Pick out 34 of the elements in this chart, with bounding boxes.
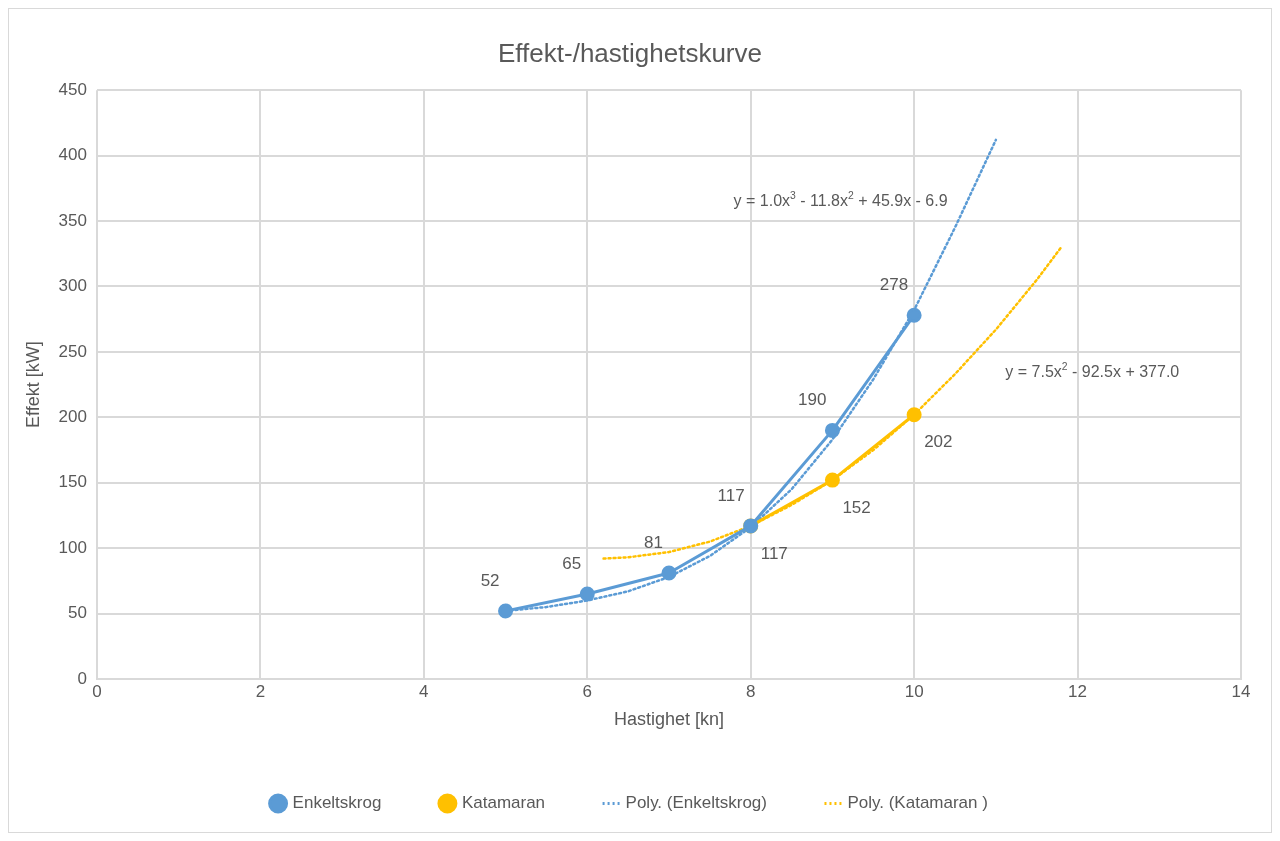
x-tick-label: 6 xyxy=(582,681,592,701)
y-tick-label: 250 xyxy=(58,341,87,361)
y-tick-label: 450 xyxy=(58,79,87,99)
x-tick-label: 2 xyxy=(255,681,266,701)
legend-label: Poly. (Katamaran ) xyxy=(847,793,988,813)
data-label: 117 xyxy=(717,485,745,505)
x-tick-label: 12 xyxy=(1068,681,1088,701)
y-tick-label: 200 xyxy=(58,407,87,426)
x-tick-label: 4 xyxy=(419,681,429,701)
y-tick-label: 350 xyxy=(58,210,87,230)
data-label: 81 xyxy=(644,532,663,552)
data-label: 117 xyxy=(760,543,788,563)
data-label: 278 xyxy=(879,274,909,294)
legend-label: Poly. (Enkeltskrog) xyxy=(625,793,767,813)
legend-label: Enkeltskrog xyxy=(292,793,382,813)
y-axis-title: Effekt [kW] xyxy=(22,341,43,428)
x-tick-label: 10 xyxy=(904,681,924,701)
y-tick-label: 400 xyxy=(58,145,87,165)
data-label: 190 xyxy=(798,390,827,410)
y-tick-label: 50 xyxy=(68,603,87,623)
y-tick-label: 300 xyxy=(58,276,87,296)
x-axis-title: Hastighet [kn] xyxy=(613,709,725,730)
data-label: 52 xyxy=(480,570,500,590)
legend-label: Katamaran xyxy=(461,793,546,813)
x-tick-label: 0 xyxy=(92,681,102,701)
y-tick-label: 150 xyxy=(58,472,87,492)
data-label: 65 xyxy=(562,553,582,573)
x-tick-label: 8 xyxy=(745,681,756,701)
y-tick-label: 0 xyxy=(77,668,87,688)
data-label: 202 xyxy=(924,432,953,452)
data-label: 152 xyxy=(842,497,871,517)
x-tick-label: 14 xyxy=(1231,681,1251,701)
y-tick-label: 100 xyxy=(58,537,87,557)
chart-title: Effekt-/hastighetskurve xyxy=(498,37,762,68)
